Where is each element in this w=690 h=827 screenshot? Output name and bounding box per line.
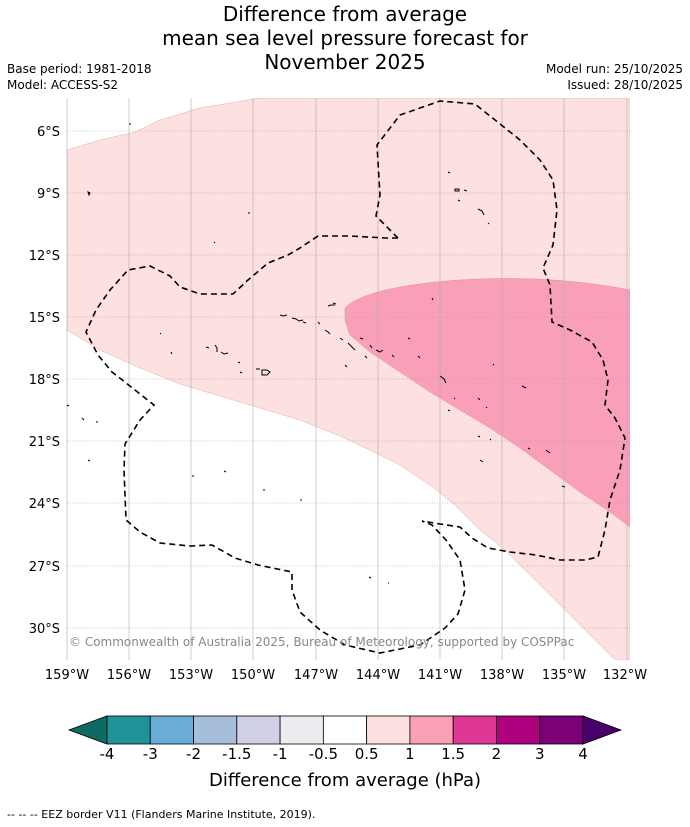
colorbar-swatch [409, 715, 454, 745]
lon-label: 138°W [480, 668, 524, 683]
colorbar-tick-label: 3 [534, 745, 545, 763]
colorbar-tick-label: 4 [578, 745, 588, 763]
colorbar-tick-label: 0.5 [354, 745, 379, 763]
latitude-labels: 6°S 9°S 12°S 15°S 18°S 21°S 24°S 27°S 30… [29, 125, 60, 637]
colorbar-swatch [539, 715, 584, 745]
colorbar-swatch [106, 715, 151, 745]
meridians [66, 98, 628, 660]
colorbar-swatch [149, 715, 194, 745]
colorbar-tick-label: -3 [142, 745, 158, 763]
lat-label: 21°S [29, 435, 60, 450]
title-line-1: Difference from average [222, 2, 468, 26]
lon-label: 141°W [418, 668, 462, 683]
meta-left: Base period: 1981-2018 Model: ACCESS-S2 [7, 61, 152, 93]
eez-footnote: -- -- -- EEZ border V11 (Flanders Marine… [7, 808, 316, 821]
title-line-3: November 2025 [264, 50, 426, 74]
anomaly-0.5-1-region [67, 98, 630, 660]
colorbar [67, 715, 623, 745]
colorbar-extend-high [582, 715, 623, 745]
lon-label: 153°W [169, 668, 213, 683]
colorbar-swatch [193, 715, 238, 745]
lat-label: 6°S [37, 125, 60, 140]
lon-label: 156°W [107, 668, 151, 683]
colorbar-tick-label: -1 [272, 745, 288, 763]
lon-label: 135°W [542, 668, 586, 683]
lon-label: 159°W [45, 668, 89, 683]
issued-date: Issued: 28/10/2025 [567, 78, 683, 92]
longitude-labels: 159°W 156°W 153°W 150°W 147°W 144°W 141°… [45, 668, 647, 683]
colorbar-swatch [236, 715, 281, 745]
colorbar-title: Difference from average (hPa) [208, 770, 482, 791]
colorbar-tick-label: -4 [99, 745, 115, 763]
lon-label: 150°W [231, 668, 275, 683]
title-line-2: mean sea level pressure forecast for [162, 26, 528, 50]
colorbar-swatch [322, 715, 368, 745]
colorbar-tick-label: 1 [405, 745, 415, 763]
lat-label: 27°S [29, 560, 60, 575]
islands [66, 123, 566, 584]
colorbar-tick-label: -0.5 [308, 745, 338, 763]
colorbar-tick-label: 1.5 [441, 745, 466, 763]
lat-label: 15°S [29, 311, 60, 326]
eez-borders [85, 100, 626, 654]
colorbar-swatch [366, 715, 411, 745]
colorbar-tick-label: -1.5 [222, 745, 252, 763]
colorbar-swatch [452, 715, 497, 745]
lon-label: 144°W [356, 668, 400, 683]
anomaly-1-1.5-region [344, 278, 630, 528]
model-name: Model: ACCESS-S2 [7, 78, 119, 92]
lat-label: 9°S [37, 187, 60, 202]
eez-border-french-polynesia [375, 100, 626, 561]
lat-label: 18°S [29, 373, 60, 388]
lat-label: 30°S [29, 622, 60, 637]
map-title: Difference from average mean sea level p… [0, 2, 690, 74]
copyright-notice: © Commonwealth of Australia 2025, Bureau… [69, 635, 574, 649]
lat-label: 12°S [29, 249, 60, 264]
anomaly-fields [67, 98, 630, 660]
eez-border-cook-islands [85, 235, 466, 654]
colorbar-extend-low [67, 715, 108, 745]
model-run: Model run: 25/10/2025 [545, 62, 683, 76]
colorbar-tick-label: 2 [491, 745, 502, 763]
base-period: Base period: 1981-2018 [7, 62, 152, 76]
lon-label: 132°W [603, 668, 647, 683]
colorbar-swatch [279, 715, 324, 745]
lon-label: 147°W [294, 668, 338, 683]
meta-right: Model run: 25/10/2025 Issued: 28/10/2025 [546, 61, 683, 93]
colorbar-tick-label: -2 [186, 745, 202, 763]
colorbar-swatch [496, 715, 541, 745]
lat-label: 24°S [29, 497, 60, 512]
